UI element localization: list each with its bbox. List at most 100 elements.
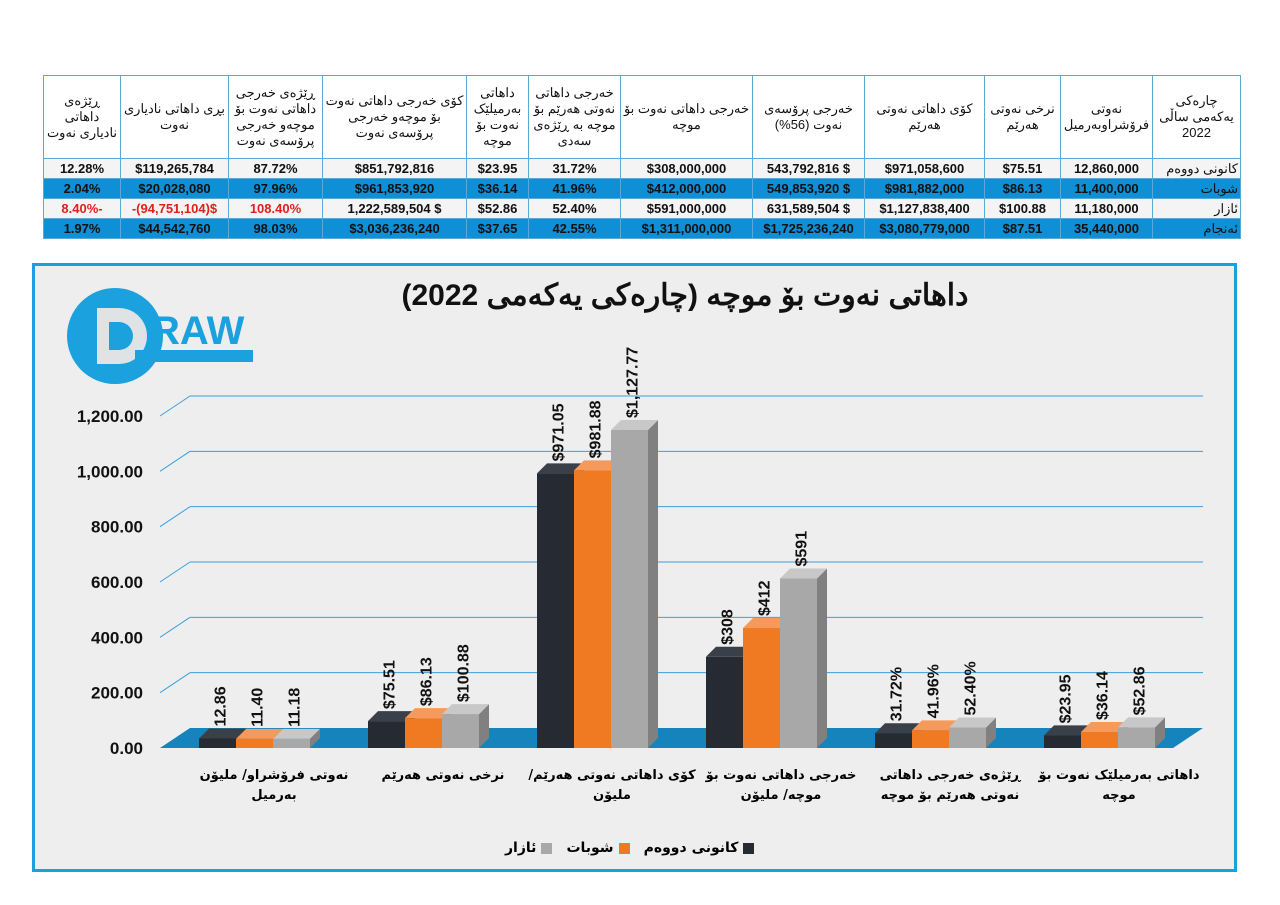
bar-top	[236, 728, 283, 739]
y-tick-label: 600.00	[91, 573, 143, 592]
table-cell: 87.72%	[228, 158, 323, 179]
legend-label: کانونی دووەم	[643, 840, 739, 856]
data-label: $23.95	[1058, 674, 1075, 723]
table-cell: 12.28%	[43, 158, 121, 179]
x-category-label: ڕێژەی خەرجی داهاتی نەوتی هەرێم بۆ موچە	[879, 768, 1021, 803]
table-cell: $ 543,792,816	[752, 158, 865, 179]
bar-side	[310, 728, 320, 748]
bar	[611, 429, 648, 748]
table-cell: ئازار	[1152, 198, 1241, 219]
legend-swatch	[743, 842, 755, 854]
gridline-diag	[159, 506, 191, 528]
bar-top	[1081, 722, 1128, 733]
legend-label: شوبات	[566, 840, 614, 856]
table-header: چارەکی یەکەمی ساڵی 2022 نەوتی فرۆشراوبەرم…	[43, 75, 1241, 159]
table-cell: $961,853,920	[322, 178, 467, 199]
data-label: 12.86	[213, 686, 230, 726]
table-cell: $971,058,600	[864, 158, 985, 179]
table-cell: $119,265,784	[120, 158, 229, 179]
bar-top	[611, 419, 658, 430]
table-cell: 11,180,000	[1060, 198, 1153, 219]
data-label: 52.40%	[963, 661, 980, 715]
bar-side	[1155, 717, 1165, 748]
draw-logo: RAW	[65, 286, 265, 390]
gridline-diag	[159, 395, 191, 417]
data-label: $591	[794, 531, 811, 567]
bar-top	[949, 717, 996, 728]
column-header: خەرجی داهاتی نەوتی هەرێم بۆ موچە بە ڕێژە…	[528, 75, 621, 159]
x-category-label: نرخی نەوتی هەرێم	[381, 768, 505, 783]
y-tick-label: 0.00	[110, 739, 143, 758]
column-header: خەرجی داهاتی نەوت بۆ موچە	[620, 75, 753, 159]
bar	[949, 727, 986, 748]
bar-top	[199, 728, 246, 739]
table-row: کانونی دووەم 12,860,000 $75.51 $971,058,600…	[43, 158, 1241, 179]
bar-top	[912, 720, 959, 731]
gridline-diag	[159, 561, 191, 583]
table-cell: $23.95	[466, 158, 529, 179]
chart-legend: کانونی دووەم شوبات ئازار	[505, 840, 755, 856]
gridline-diag	[159, 672, 191, 694]
legend-item: ئازار	[505, 840, 553, 856]
legend-item: شوبات	[566, 840, 630, 856]
table-cell: 97.96%	[228, 178, 323, 199]
table-cell: 1.97%	[43, 218, 121, 239]
bar	[912, 730, 949, 748]
column-header: چارەکی یەکەمی ساڵی 2022	[1152, 75, 1241, 159]
x-category-label: داهاتی بەرمیلێک نەوت بۆ موچە	[1038, 768, 1200, 803]
table-cell: $36.14	[466, 178, 529, 199]
bar-side	[648, 419, 658, 748]
bar	[442, 714, 479, 748]
table-cell: $(94,751,104)-	[120, 198, 229, 219]
column-header: نرخی نەوتی هەرێم	[984, 75, 1061, 159]
bar	[706, 656, 743, 748]
bar	[537, 473, 574, 748]
bar-chart: 0.00 200.00 400.00 600.00 800.00 1,000.00 1,20…	[77, 347, 1203, 758]
table-cell: $87.51	[984, 218, 1061, 239]
table-row: ئازار 11,180,000 $100.88 $1,127,838,400 $ 63…	[43, 198, 1241, 219]
table-cell: ئەنجام	[1152, 218, 1241, 239]
bar	[1044, 735, 1081, 748]
data-label: 31.72%	[889, 667, 906, 721]
data-label: $86.13	[419, 657, 436, 706]
bar	[368, 721, 405, 748]
table-cell: شوبات	[1152, 178, 1241, 199]
bar-side	[479, 704, 489, 748]
column-header: بڕی داهاتی نادیاری نەوت	[120, 75, 229, 159]
data-label: $1,127.77	[625, 347, 642, 418]
table-cell: $86.13	[984, 178, 1061, 199]
table-cell: 12,860,000	[1060, 158, 1153, 179]
gridline-diag	[159, 616, 191, 638]
column-header: خەرجی پرۆسەی نەوت (56%)	[752, 75, 865, 159]
table-cell: $75.51	[984, 158, 1061, 179]
x-category-label: خەرجی داهاتی نەوت بۆ موچە/ ملیۆن	[705, 768, 857, 803]
table-cell: $412,000,000	[620, 178, 753, 199]
data-label: 11.40	[250, 688, 267, 727]
y-tick-label: 200.00	[91, 684, 143, 703]
table-cell: 31.72%	[528, 158, 621, 179]
table-row: ئەنجام 35,440,000 $87.51 $3,080,779,000 $1,7…	[43, 218, 1241, 239]
bar	[1081, 732, 1118, 748]
data-label: $412	[757, 580, 774, 616]
bar-top	[273, 728, 320, 739]
bar	[405, 718, 442, 748]
bar-top	[743, 618, 790, 629]
y-tick-label: 400.00	[91, 628, 143, 647]
table-cell: $3,080,779,000	[864, 218, 985, 239]
table-cell: $44,542,760	[120, 218, 229, 239]
bar-top	[537, 463, 584, 474]
table-cell: $851,792,816	[322, 158, 467, 179]
table-cell: $3,036,236,240	[322, 218, 467, 239]
table-cell: $20,028,080	[120, 178, 229, 199]
data-label: $52.86	[1132, 666, 1149, 715]
table-cell: کانونی دووەم	[1152, 158, 1241, 179]
table-cell: $1,127,838,400	[864, 198, 985, 219]
legend-item: کانونی دووەم	[644, 840, 755, 856]
column-header: داهاتی بەرمیلێک نەوت بۆ موچە	[466, 75, 529, 159]
table-cell: $308,000,000	[620, 158, 753, 179]
y-tick-label: 1,000.00	[77, 462, 143, 481]
bar	[1118, 727, 1155, 748]
data-label: $36.14	[1095, 671, 1112, 720]
bar-side	[986, 717, 996, 748]
bar-top	[405, 708, 452, 719]
